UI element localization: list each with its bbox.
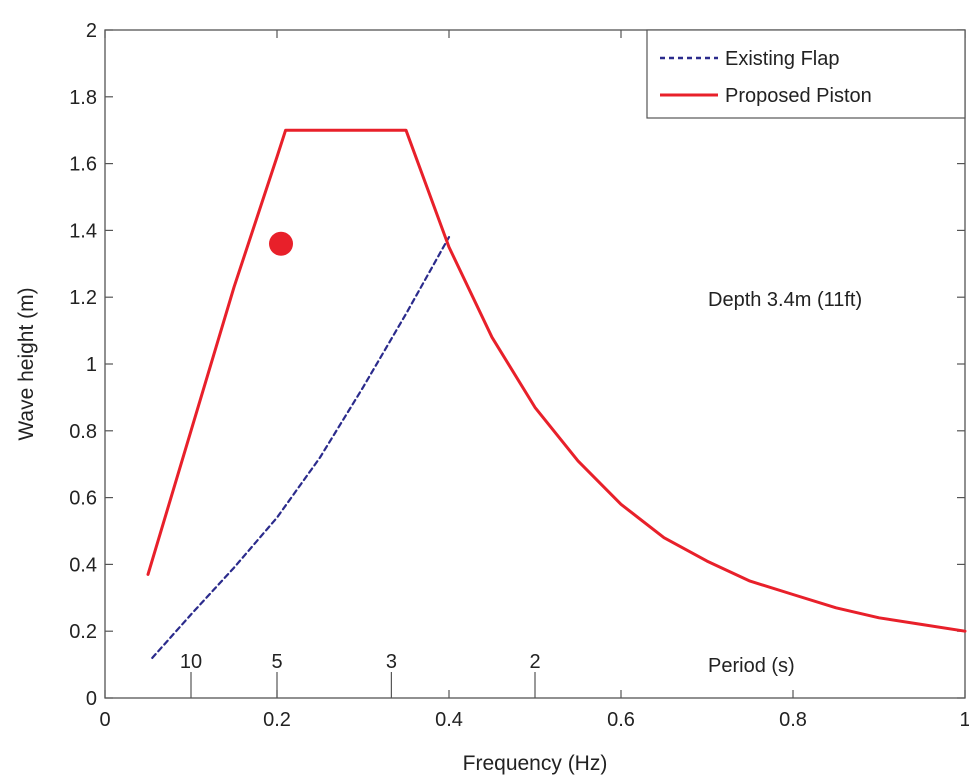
x-tick-label: 1: [959, 709, 969, 731]
y-tick-label: 0.6: [69, 488, 97, 510]
period-tick-label: 10: [180, 651, 202, 673]
y-axis-title: Wave height (m): [15, 287, 38, 440]
y-tick-label: 1.8: [69, 87, 97, 109]
y-tick-label: 0.8: [69, 421, 97, 443]
y-tick-label: 2: [86, 20, 97, 42]
plot-frame: [104, 29, 966, 699]
period-tick-label: 3: [386, 651, 397, 673]
y-tick-label: 1.2: [69, 287, 97, 309]
annotation-depth: Depth 3.4m (11ft): [708, 289, 862, 311]
series-layer: [146, 128, 967, 660]
x-tick-label: 0.8: [779, 709, 807, 731]
plot-area: [104, 29, 966, 699]
period-axis-label: Period (s): [708, 655, 795, 677]
x-tick-label: 0.6: [607, 709, 635, 731]
x-tick-label: 0.2: [263, 709, 291, 731]
y-tick-label: 0: [86, 688, 97, 710]
series-line-existing-flap: [151, 236, 451, 660]
data-point-marker: [269, 231, 293, 256]
marker-layer: [269, 231, 293, 256]
period-axis: 10 5 3 2: [180, 651, 541, 698]
legend-box: [646, 29, 966, 119]
x-tick-label: 0: [99, 709, 110, 731]
x-axis-title: Frequency (Hz): [463, 752, 608, 775]
y-tick-label: 1.6: [69, 154, 97, 176]
series-line-proposed-piston: [146, 128, 967, 633]
legend-label-existing-flap: Existing Flap: [725, 48, 840, 70]
legend: Existing Flap Proposed Piston: [646, 29, 966, 119]
x-axis: 0 0.2 0.4 0.6 0.8 1: [99, 30, 969, 731]
period-tick-label: 2: [529, 651, 540, 673]
period-tick-label: 5: [271, 651, 282, 673]
y-tick-label: 0.2: [69, 621, 97, 643]
y-tick-label: 1.4: [69, 220, 97, 242]
legend-label-proposed-piston: Proposed Piston: [725, 85, 872, 107]
y-tick-label: 0.4: [69, 554, 97, 576]
y-tick-label: 1: [86, 354, 97, 376]
x-tick-label: 0.4: [435, 709, 463, 731]
